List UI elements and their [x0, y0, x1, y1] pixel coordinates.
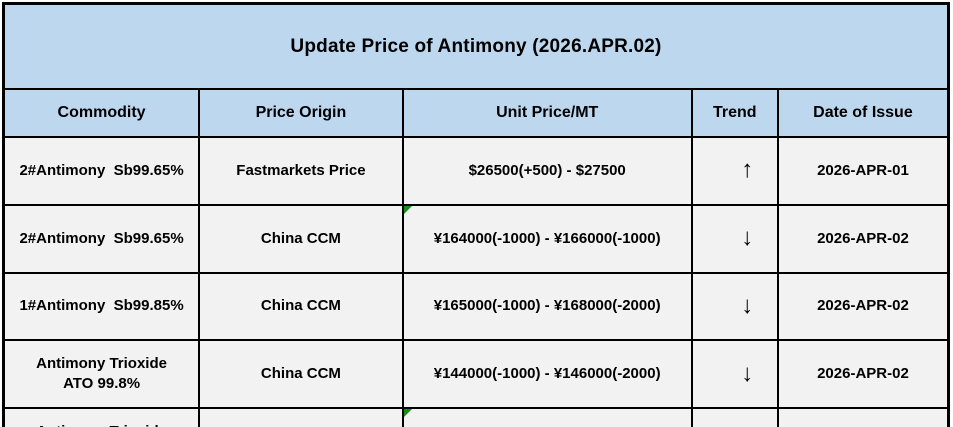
- price-origin-cell: China CCM: [198, 203, 404, 274]
- trend-icon: ↓: [741, 291, 754, 319]
- commodity-cell: 1#Antimony Sb99.85%: [2, 271, 201, 342]
- date-of-issue-cell: 2026-APR-01: [776, 136, 950, 206]
- page-title: Update Price of Antimony (2026.APR.02): [2, 2, 950, 90]
- trend-icon: ↓: [741, 224, 754, 251]
- column-header-commodity: Commodity: [2, 88, 201, 138]
- unit-price-cell: ¥164000(-1000) - ¥166000(-1000): [401, 203, 693, 274]
- price-origin-cell: Fastmarkets Price: [198, 136, 404, 206]
- title-row: Update Price of Antimony (2026.APR.02): [2, 2, 950, 90]
- commodity-cell: 2#Antimony Sb99.65%: [2, 136, 201, 206]
- commodity-cell: Antimony Trioxide ATO 99.8%: [2, 339, 201, 409]
- trend-cell: ↓: [690, 339, 779, 409]
- unit-price-cell: ¥144000(-1000) - ¥146000(-2000): [401, 339, 693, 409]
- trend-cell: ↓: [690, 271, 779, 342]
- unit-price-cell: ¥143000(-1000) - ¥146000(-1000): [401, 407, 693, 427]
- column-header-price-origin: Price Origin: [198, 88, 404, 138]
- column-header-date-of-issue: Date of Issue: [776, 88, 950, 138]
- trend-icon: ↓: [741, 359, 754, 387]
- unit-price-cell: $26500(+500) - $27500: [401, 136, 693, 206]
- table-row: 2#Antimony Sb99.65% China CCM ¥164000(-1…: [2, 203, 950, 274]
- trend-cell: ↑: [690, 136, 779, 206]
- date-of-issue-cell: 2026-APR-02: [776, 407, 950, 427]
- column-header-row: Commodity Price Origin Unit Price/MT Tre…: [2, 88, 950, 138]
- price-origin-cell: ASIAN METAL: [198, 407, 404, 427]
- unit-price-cell: ¥165000(-1000) - ¥168000(-2000): [401, 271, 693, 342]
- column-header-unit-price: Unit Price/MT: [401, 88, 693, 138]
- trend-cell: ↓: [690, 203, 779, 274]
- table-row: Antimony Trioxide ATO 99.8% ASIAN METAL …: [2, 407, 950, 427]
- commodity-cell: 2#Antimony Sb99.65%: [2, 203, 201, 274]
- trend-icon: ↑: [741, 156, 754, 184]
- trend-cell: ↓: [690, 407, 779, 427]
- table-row: 2#Antimony Sb99.65% Fastmarkets Price $2…: [2, 136, 950, 206]
- date-of-issue-cell: 2026-APR-02: [776, 271, 950, 342]
- table-row: 1#Antimony Sb99.85% China CCM ¥165000(-1…: [2, 271, 950, 342]
- column-header-trend: Trend: [690, 88, 779, 138]
- date-of-issue-cell: 2026-APR-02: [776, 339, 950, 409]
- commodity-cell: Antimony Trioxide ATO 99.8%: [2, 407, 201, 427]
- price-origin-cell: China CCM: [198, 339, 404, 409]
- price-table-body: 2#Antimony Sb99.65% Fastmarkets Price $2…: [2, 136, 950, 427]
- price-origin-cell: China CCM: [198, 271, 404, 342]
- table-row: Antimony Trioxide ATO 99.8% China CCM ¥1…: [2, 339, 950, 409]
- date-of-issue-cell: 2026-APR-02: [776, 203, 950, 274]
